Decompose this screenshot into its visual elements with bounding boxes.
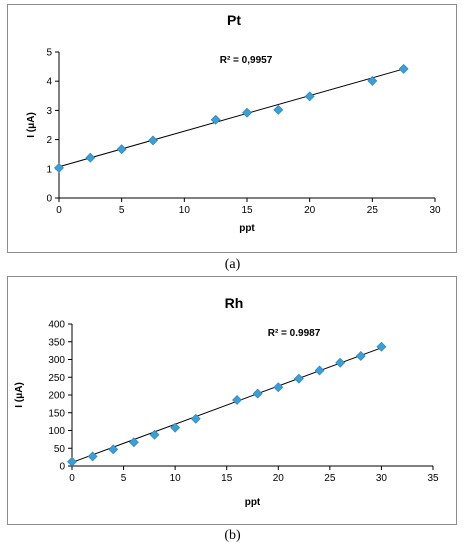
caption-b: (b) (224, 528, 241, 543)
trendline (58, 68, 404, 168)
chart-title: Pt (227, 12, 241, 28)
data-point (116, 144, 127, 155)
trendline (71, 347, 382, 463)
x-axis-label: ppt (245, 497, 261, 508)
data-point (242, 107, 252, 118)
data-point (148, 135, 158, 146)
data-point (108, 444, 119, 455)
x-tick-label: 0 (69, 473, 75, 484)
y-tick-label: 400 (48, 320, 65, 331)
chart-rh: Rh 0 50 100 150 200 250 300 350 400 0 5 10 15 20 25 30 35… (14, 295, 439, 508)
data-point (85, 152, 96, 163)
y-tick-label: 3 (46, 106, 52, 117)
data-point (149, 429, 160, 440)
chart-panel-pt (7, 4, 457, 253)
y-axis-label: I (μA) (26, 112, 37, 138)
r-squared-annotation: R² = 0.9987 (268, 328, 321, 339)
data-point (67, 456, 77, 467)
x-tick-label: 20 (273, 473, 285, 484)
y-tick-label: 5 (46, 48, 52, 59)
x-tick-label: 35 (427, 473, 439, 484)
x-tick-label: 15 (241, 205, 253, 216)
y-tick-label: 4 (46, 77, 52, 88)
y-tick-label: 200 (48, 391, 65, 402)
caption-a: (a) (224, 257, 241, 272)
data-point (54, 162, 64, 173)
data-point (376, 341, 387, 352)
y-tick-label: 350 (48, 337, 65, 348)
x-tick-label: 5 (121, 473, 127, 484)
data-point (335, 357, 346, 368)
data-point (367, 75, 378, 86)
data-point (170, 422, 181, 433)
x-tick-label: 30 (376, 473, 388, 484)
y-tick-label: 50 (54, 444, 66, 455)
y-tick-label: 250 (48, 373, 65, 384)
x-tick-label: 25 (367, 205, 379, 216)
data-point (210, 114, 221, 125)
chart-panel-rh (7, 276, 457, 525)
y-axis-label: I (μA) (14, 382, 25, 408)
y-tick-label: 1 (46, 164, 52, 175)
r-squared-annotation: R² = 0,9957 (220, 55, 273, 66)
y-tick-label: 0 (59, 462, 65, 473)
data-point (190, 413, 201, 424)
x-tick-label: 15 (221, 473, 233, 484)
x-axis-label: ppt (239, 223, 255, 234)
data-point (314, 365, 325, 376)
x-tick-label: 0 (56, 205, 62, 216)
y-tick-label: 300 (48, 355, 65, 366)
y-tick-label: 150 (48, 408, 65, 419)
chart-title: Rh (225, 295, 244, 311)
x-tick-label: 10 (179, 205, 191, 216)
data-point (293, 373, 304, 384)
y-tick-label: 100 (48, 426, 65, 437)
data-point (304, 91, 315, 102)
x-tick-label: 5 (119, 205, 125, 216)
data-point (273, 104, 284, 115)
x-tick-label: 20 (304, 205, 316, 216)
x-tick-label: 10 (170, 473, 182, 484)
data-point (128, 437, 139, 448)
data-point (398, 64, 409, 74)
x-tick-label: 25 (324, 473, 336, 484)
x-tick-label: 30 (429, 205, 441, 216)
data-point (252, 388, 263, 399)
y-tick-label: 2 (46, 135, 52, 146)
data-point (87, 451, 98, 462)
data-point (273, 382, 284, 393)
y-tick-label: 0 (46, 194, 52, 205)
data-point (232, 395, 242, 405)
chart-pt: Pt 0 1 2 3 4 5 0 5 10 15 20 25 30 ppt I (μA) R² = 0,9957 (26, 12, 441, 234)
data-point (355, 351, 366, 361)
